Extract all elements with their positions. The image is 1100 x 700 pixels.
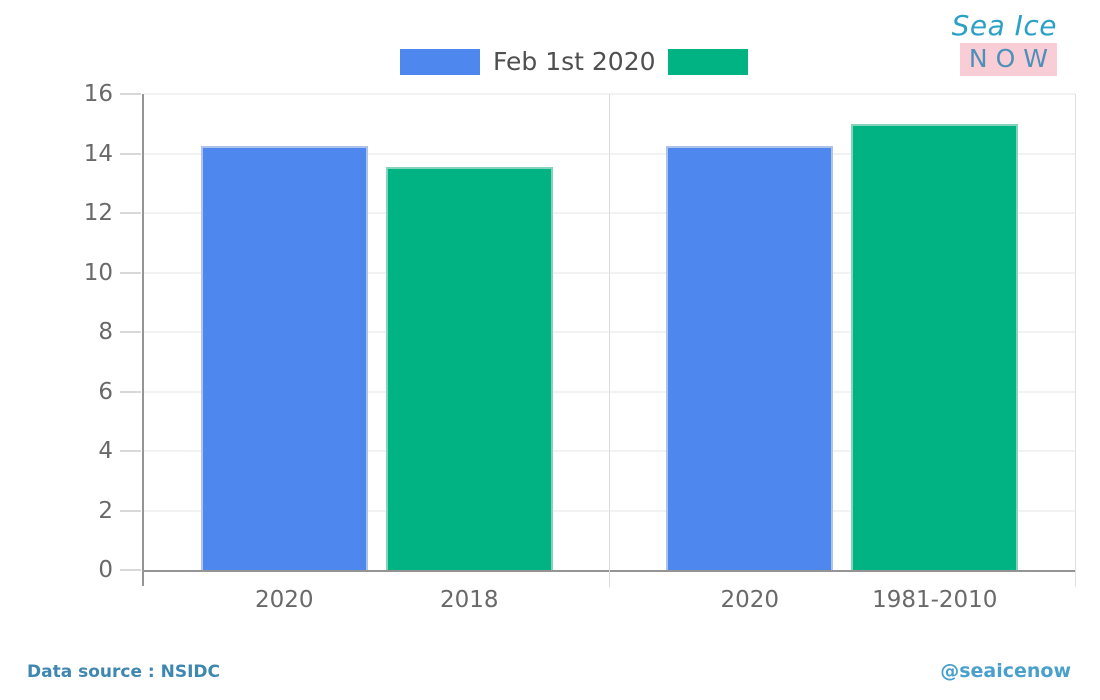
y-axis-tick	[120, 510, 141, 511]
gridline	[144, 153, 1075, 154]
y-tick-label: 14	[83, 140, 113, 167]
y-axis-labels: 0 2 4 6 8 10 12 14 16	[0, 81, 142, 583]
y-axis-tick	[120, 212, 141, 214]
bar-group: 2020 1981-2010	[610, 94, 1076, 613]
y-tick-label: 10	[83, 259, 113, 286]
y-tick-label: 16	[83, 81, 113, 107]
y-axis-tick	[120, 153, 141, 154]
gridline	[144, 93, 1075, 95]
x-tick-label: 2020	[720, 587, 780, 613]
bar-2018: 2018	[385, 166, 553, 613]
logo-sea-ice: Sea Ice	[951, 9, 1057, 42]
y-axis-tick	[120, 93, 141, 95]
x-tick-label: 2020	[254, 587, 314, 613]
x-tick-label: 2018	[439, 587, 499, 613]
y-tick-label: 6	[98, 378, 113, 405]
gridline	[144, 331, 1075, 333]
bars-layer: 2020 2018 2020 1981-2010	[144, 94, 1076, 613]
bar-2020: 2020	[666, 146, 834, 613]
legend-swatch-green	[667, 48, 748, 75]
y-tick-label: 12	[83, 200, 113, 226]
data-source: Data source : NSIDC	[27, 662, 221, 682]
y-tick-label: 8	[98, 319, 113, 345]
y-tick-label: 4	[98, 438, 113, 464]
y-axis-tick	[120, 331, 141, 333]
bar-group: 2020 2018	[144, 94, 610, 613]
group-divider-line	[609, 94, 610, 587]
twitter-handle: @seaicenow	[940, 660, 1071, 682]
y-tick-label: 0	[98, 557, 113, 583]
y-axis-tick	[120, 272, 141, 273]
chart-legend: Feb 1st 2020	[400, 47, 761, 76]
plot-area: 2020 2018 2020 1981-2010	[120, 93, 1076, 613]
bar-2020: 2020	[200, 146, 368, 613]
plot-right-border	[1075, 94, 1076, 587]
bar-1981-2010: 1981-2010	[851, 123, 1019, 613]
y-axis-under-tick	[142, 570, 144, 586]
y-axis-tick	[120, 450, 141, 452]
gridline	[144, 212, 1075, 214]
gridline	[144, 391, 1075, 392]
y-tick-label: 2	[98, 497, 113, 524]
legend-swatch-blue	[400, 48, 480, 75]
gridline	[144, 272, 1075, 273]
logo: Sea Ice NOW	[952, 10, 1057, 76]
gridline	[144, 510, 1075, 511]
logo-now: NOW	[959, 43, 1057, 76]
x-tick-label: 1981-2010	[872, 587, 998, 613]
gridline	[144, 450, 1075, 452]
y-axis-tick	[120, 569, 141, 571]
y-axis-tick	[120, 391, 141, 392]
legend-label-blue: Feb 1st 2020	[493, 47, 656, 76]
